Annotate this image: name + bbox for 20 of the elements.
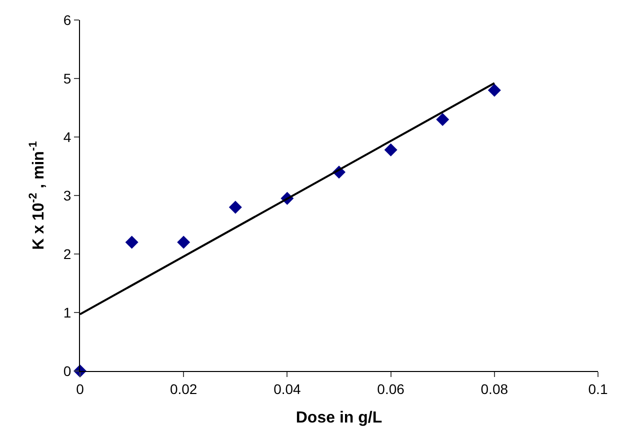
y-tick-label: 0 <box>63 362 72 379</box>
point <box>436 112 450 126</box>
y-tick-label: 1 <box>63 304 72 320</box>
y-tick-label: 6 <box>63 12 72 28</box>
x-tick-label: 0.04 <box>274 380 302 397</box>
x-tick-label: 0.02 <box>170 380 198 397</box>
point <box>177 236 190 249</box>
y-tick-label: 5 <box>63 70 72 86</box>
x-axis-title: Dose in g/L <box>296 410 382 426</box>
x-tick-label: 0.1 <box>588 380 608 397</box>
point <box>488 84 501 97</box>
y-tick-label: 2 <box>63 246 72 262</box>
x-tick-label: 0.06 <box>377 380 405 397</box>
x-tick-label: 0 <box>76 380 84 397</box>
point <box>125 236 138 249</box>
point <box>228 200 242 214</box>
x-tick-label: 0.08 <box>480 380 508 397</box>
y-tick-label: 3 <box>63 187 72 204</box>
y-tick-label: 4 <box>63 128 72 145</box>
point <box>384 143 398 156</box>
